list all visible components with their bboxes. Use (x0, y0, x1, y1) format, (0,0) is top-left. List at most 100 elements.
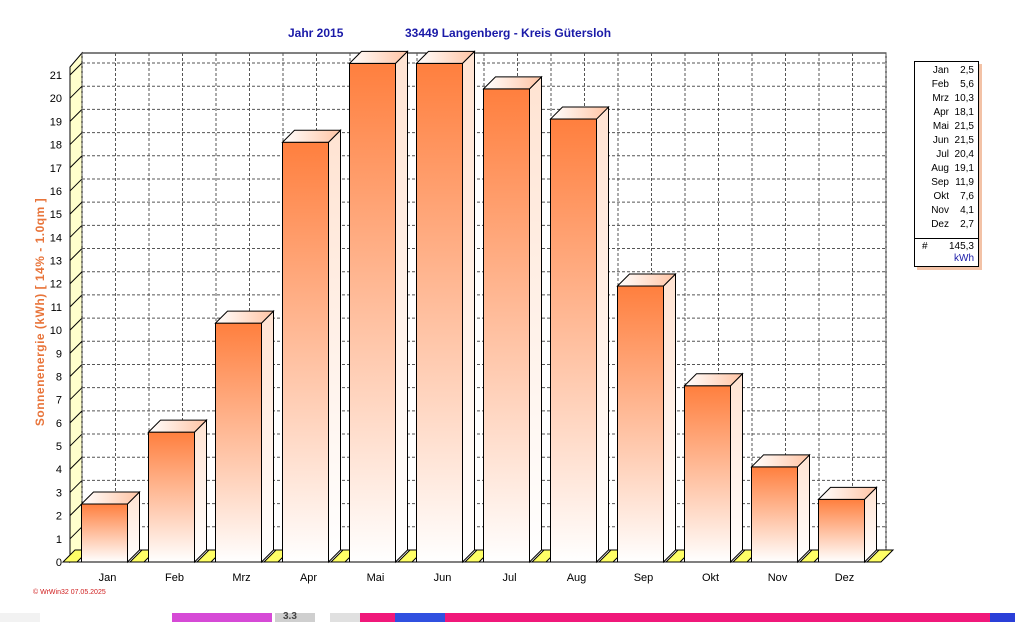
title-year: Jahr 2015 (288, 26, 344, 40)
wall-grid-line (69, 340, 83, 354)
legend-row: Okt 7,6 (915, 190, 978, 204)
wall-grid-line (69, 317, 83, 331)
legend-row: Dez 2,7 (915, 218, 978, 232)
y-tick-label: 14 (50, 232, 62, 244)
bar-mrz (215, 322, 262, 563)
y-tick-label: 0 (56, 557, 62, 569)
wall-grid-line (69, 526, 83, 540)
legend-row: Jan 2,5 (915, 64, 978, 78)
legend-separator (915, 238, 978, 239)
legend-total-unit: kWh (954, 253, 974, 264)
wall-grid-line (69, 456, 83, 470)
y-tick-label: 10 (50, 325, 62, 337)
x-tick-label: Apr (300, 572, 317, 584)
bar-nov (751, 466, 798, 563)
legend-total: # 145,3 kWh (915, 241, 978, 264)
bar-top (482, 76, 543, 90)
wall-grid-line (69, 155, 83, 169)
y-tick-label: 4 (56, 464, 62, 476)
bar-top (616, 273, 677, 287)
strip-text: 3.3 (283, 611, 297, 622)
bar-side (529, 75, 542, 564)
y-tick-label: 8 (56, 371, 62, 383)
legend-value: 7,6 (960, 191, 974, 202)
x-tick-label: Dez (835, 572, 855, 584)
bottom-image-strip: 3.3 (0, 611, 1015, 622)
x-axis-ticks: Jan Feb Mrz Apr Mai Jun Jul Aug Sep Okt Nov Dez (99, 572, 855, 584)
wall-grid-line (69, 364, 83, 377)
legend-month: Sep (931, 177, 949, 188)
y-tick-label: 13 (50, 256, 62, 268)
bar-sep (617, 285, 664, 563)
wall-grid-line (69, 109, 83, 122)
bar-feb (148, 431, 195, 563)
y-tick-label: 19 (50, 116, 62, 128)
legend-row: Feb 5,6 (915, 78, 978, 92)
legend-row: Sep 11,9 (915, 176, 978, 190)
bar-top (281, 129, 342, 143)
legend-row: Aug 19,1 (915, 162, 978, 176)
wall-grid-line (69, 294, 83, 308)
legend-row: Jun 21,5 (915, 134, 978, 148)
y-tick-label: 18 (50, 140, 62, 152)
bar-side (596, 105, 609, 564)
strip-segment (172, 613, 272, 622)
legend-month: Mai (932, 121, 949, 132)
x-tick-label: Feb (165, 572, 184, 584)
legend-value: 5,6 (960, 79, 974, 90)
legend-row: Nov 4,1 (915, 204, 978, 218)
legend-month: Mrz (932, 93, 949, 104)
legend-row: Mrz 10,3 (915, 92, 978, 106)
bar-top (348, 50, 409, 64)
y-tick-label: 7 (56, 395, 62, 407)
legend-month: Jul (936, 149, 949, 160)
y-tick-label: 17 (50, 163, 62, 175)
floor-tile (865, 549, 895, 563)
x-tick-label: Mai (367, 572, 385, 584)
wall-grid-line (69, 387, 83, 401)
legend-value: 11,9 (955, 177, 974, 188)
bar-side (395, 50, 408, 564)
x-tick-label: Sep (634, 572, 654, 584)
chart-left-wall (69, 51, 83, 564)
wall-grid-line (69, 178, 83, 192)
wall-grid-line (69, 132, 83, 145)
x-tick-label: Nov (768, 572, 788, 584)
y-tick-label: 11 (51, 302, 62, 314)
bar-jun (416, 62, 463, 563)
bar-top (80, 491, 141, 505)
wall-grid-line (69, 224, 83, 238)
bar-top (147, 419, 208, 433)
y-tick-label: 2 (56, 511, 62, 523)
wall-grid-line (69, 503, 83, 516)
legend-value: 2,7 (960, 219, 974, 230)
bar-top (549, 106, 610, 120)
legend-row: Mai 21,5 (915, 120, 978, 134)
bar-mai (349, 62, 396, 563)
bar-side (328, 129, 341, 564)
y-axis-label-text: Sonnenenergie (kWh) [ 14% - 1.0qm ] (33, 197, 47, 427)
bar-side (261, 309, 274, 564)
strip-segment (275, 613, 315, 622)
bar-side (462, 50, 475, 564)
strip-segment (990, 613, 1015, 622)
legend-value: 19,1 (954, 163, 974, 174)
legend-list: Jan 2,5 Feb 5,6 Mrz 10,3 Apr 18,1 Mai 21,5 Jun 21,5… (915, 62, 978, 232)
bar-side (864, 486, 877, 564)
legend-value: 10,3 (954, 93, 974, 104)
legend-value: 2,5 (960, 65, 974, 76)
legend-row: Apr 18,1 (915, 106, 978, 120)
x-tick-label: Okt (702, 572, 719, 584)
wall-grid-line (69, 85, 83, 99)
bar-top (214, 310, 275, 324)
legend-month: Jun (932, 135, 949, 146)
x-tick-label: Jan (99, 572, 117, 584)
bar-side (663, 272, 676, 564)
y-tick-label: 21 (50, 70, 62, 82)
legend-row: Jul 20,4 (915, 148, 978, 162)
strip-segment (0, 613, 40, 622)
y-tick-label: 1 (56, 534, 62, 546)
legend-total-value: 145,3 (948, 241, 974, 252)
wall-grid-line (69, 433, 83, 447)
